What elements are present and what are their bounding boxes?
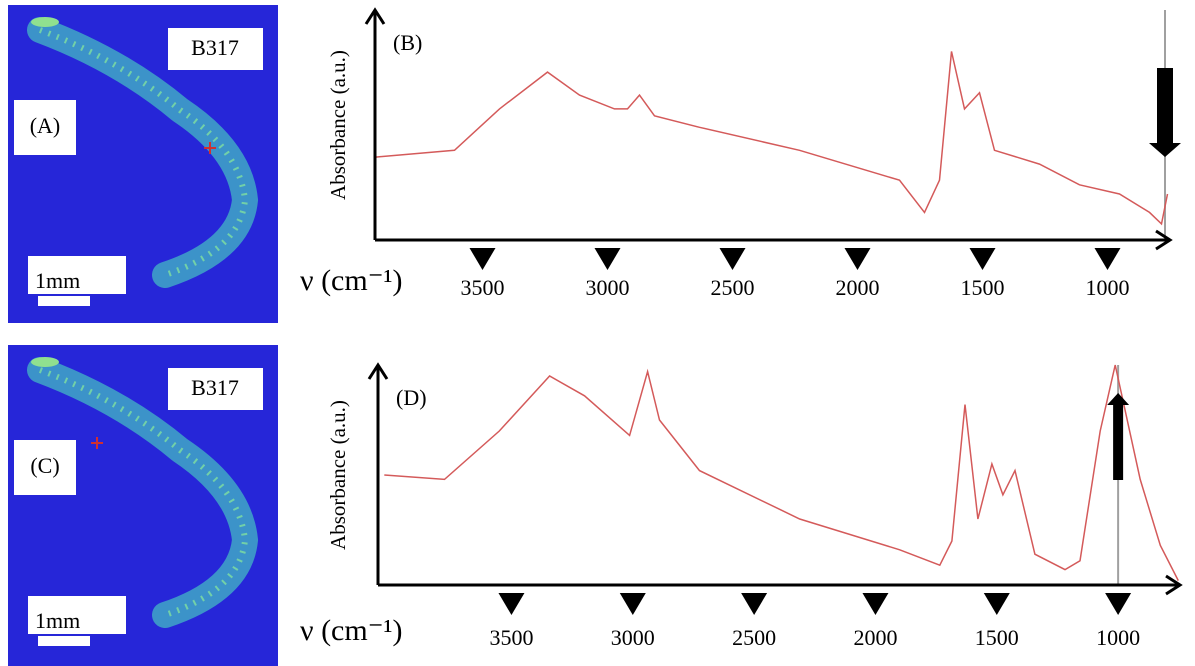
x-tick-label: 2000	[853, 625, 897, 650]
x-tick-mark	[498, 593, 525, 615]
cross	[204, 142, 216, 154]
x-tick-label: 3500	[461, 275, 505, 300]
sample-strip	[27, 17, 259, 288]
x-tick-mark	[594, 248, 621, 270]
scale-label: 1mm	[35, 268, 80, 293]
x-tick-mark	[469, 248, 496, 270]
cross	[91, 437, 103, 449]
panel-label: (B)	[393, 30, 422, 55]
sample-strip	[27, 357, 259, 628]
y-axis	[367, 362, 389, 585]
sample-name: B317	[191, 35, 239, 60]
x-tick-label: 1000	[1096, 625, 1140, 650]
x-tick-label: 3000	[586, 275, 630, 300]
sample-tip	[31, 357, 59, 367]
label-box	[14, 100, 76, 155]
x-tick-label: 3000	[611, 625, 655, 650]
label-box	[28, 596, 126, 634]
scale-bar	[38, 636, 90, 646]
x-tick-label: 2500	[732, 625, 776, 650]
x-axis-title: ν (cm⁻¹)	[300, 614, 403, 647]
label-box	[14, 440, 76, 495]
x-tick-label: 1500	[975, 625, 1019, 650]
x-axis-title: ν (cm⁻¹)	[300, 264, 403, 297]
sample-tip	[31, 17, 59, 27]
label-box	[168, 28, 263, 70]
x-tick-mark	[983, 593, 1010, 615]
y-axis-title: Absorbance (a.u.)	[326, 400, 350, 550]
y-axis	[364, 7, 386, 240]
scale-label: 1mm	[35, 608, 80, 633]
x-tick-mark	[741, 593, 768, 615]
x-tick-label: 1500	[961, 275, 1005, 300]
scale-bar	[38, 296, 90, 306]
x-axis	[378, 574, 1183, 596]
x-tick-mark	[862, 593, 889, 615]
x-tick-label: 3500	[489, 625, 533, 650]
x-tick-mark	[719, 248, 746, 270]
arrow	[1107, 393, 1130, 480]
arrow	[1149, 68, 1181, 157]
panel-label: (D)	[396, 385, 427, 410]
sample-name: B317	[191, 375, 239, 400]
x-axis	[375, 229, 1173, 251]
x-tick-mark	[969, 248, 996, 270]
spectrum-line	[384, 364, 1179, 581]
label-box	[168, 368, 263, 410]
panel-label: (A)	[30, 113, 61, 138]
x-tick-mark	[1105, 593, 1132, 615]
label-box	[28, 256, 126, 294]
spectrum-line	[374, 51, 1169, 226]
x-tick-label: 1000	[1086, 275, 1130, 300]
panel-label: (C)	[30, 453, 59, 478]
y-axis-title: Absorbance (a.u.)	[326, 50, 350, 200]
x-tick-mark	[619, 593, 646, 615]
x-tick-mark	[1094, 248, 1121, 270]
x-tick-mark	[844, 248, 871, 270]
x-tick-label: 2500	[711, 275, 755, 300]
x-tick-label: 2000	[836, 275, 880, 300]
